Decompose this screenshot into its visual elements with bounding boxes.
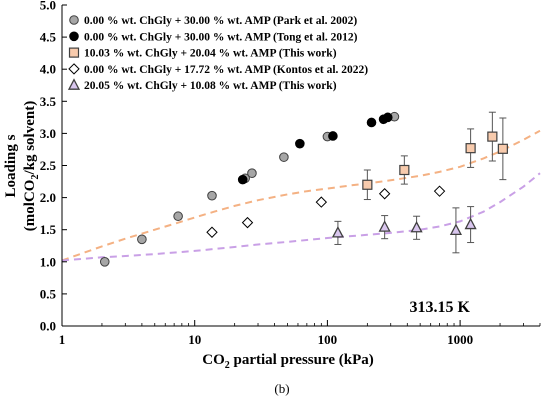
point-series-2 [295,138,305,149]
point-series-1 [279,152,289,162]
point-series-3 [487,131,498,142]
legend-marker [67,78,81,90]
model-curve-2 [61,172,541,262]
y-axis-title: Loading s (molCO2/kg solvent) [3,101,41,231]
point-series-4 [433,185,446,197]
point-series-1 [173,211,183,222]
x-tick-label: 10 [188,332,201,347]
x-tick-label: 1000 [447,332,473,347]
point-series-3 [465,143,476,154]
point-series-1 [137,234,147,245]
point-series-3 [497,143,508,154]
legend-marker [69,31,79,42]
legend-marker [68,47,80,58]
y-tick-label: 0.0 [40,319,56,334]
y-tick-label: 5.0 [40,0,56,13]
legend-label: 0.00 % wt. ChGly + 30.00 % wt. AMP (Tong… [84,31,358,43]
y-tick-label: 2.5 [40,158,57,173]
model-curves [61,129,541,262]
y-tick-label: 4.0 [40,62,56,77]
point-series-2 [237,174,248,185]
legend-label: 10.03 % wt. ChGly + 20.04 % wt. AMP (Thi… [84,48,337,60]
y-tick-label: 1.5 [40,222,57,237]
legend-label: 20.05 % wt. ChGly + 10.08 % wt. AMP (Thi… [84,80,337,92]
point-series-2 [328,131,338,141]
legend-marker [68,63,80,75]
point-series-4 [315,196,328,208]
panel-label: (b) [274,381,289,396]
legend-label: 0.00 % wt. ChGly + 17.72 % wt. AMP (Kont… [84,64,368,76]
point-series-5 [410,220,423,233]
y-axis-title-part: /kg solvent) [22,101,38,176]
point-series-1 [247,168,257,179]
x-axis-title: CO2 partial pressure (kPa) [202,352,374,371]
x-axis-title-part: CO [202,352,225,368]
y-tick-label: 0.5 [40,286,57,301]
point-series-4 [241,216,254,229]
point-series-3 [362,179,373,190]
temperature-annotation: 313.15 K [410,299,471,316]
point-series-5 [449,223,462,235]
data-points [99,111,508,267]
y-tick-label: 4.5 [40,30,57,45]
legend-label: 0.00 % wt. ChGly + 30.00 % wt. AMP (Park… [84,15,357,27]
point-series-4 [378,188,391,200]
y-axis-title-line2: (molCO2/kg solvent) [22,101,41,231]
y-tick-label: 1.0 [40,254,56,269]
x-tick-label: 1 [59,332,66,347]
y-tick-label: 2.0 [40,190,56,205]
point-series-1 [99,257,110,267]
point-series-5 [378,220,391,232]
point-series-1 [207,190,217,201]
point-series-4 [206,226,218,238]
x-axis-title-subscript: 2 [225,360,230,371]
y-tick-label: 3.0 [40,126,56,141]
point-series-5 [464,217,477,230]
point-series-5 [331,226,344,238]
legend: 0.00 % wt. ChGly + 30.00 % wt. AMP (Park… [67,15,368,92]
y-tick-label: 3.5 [40,94,57,109]
point-series-2 [382,112,393,123]
axes: 0.0 0.5 1.0 1.5 2.0 2.5 3.0 3.5 4.0 4.5 5.0 1 10 100 1… [40,0,541,347]
y-axis-title-part: (molCO [22,180,38,232]
legend-marker [69,15,79,25]
model-curve-1 [61,129,541,262]
point-series-3 [399,164,410,176]
x-tick-label: 100 [318,332,338,347]
point-series-2 [366,117,377,128]
y-axis-title-line1: Loading s [3,134,19,197]
y-axis-title-subscript: 2 [30,175,41,180]
x-axis-title-part: partial pressure (kPa) [230,352,374,368]
